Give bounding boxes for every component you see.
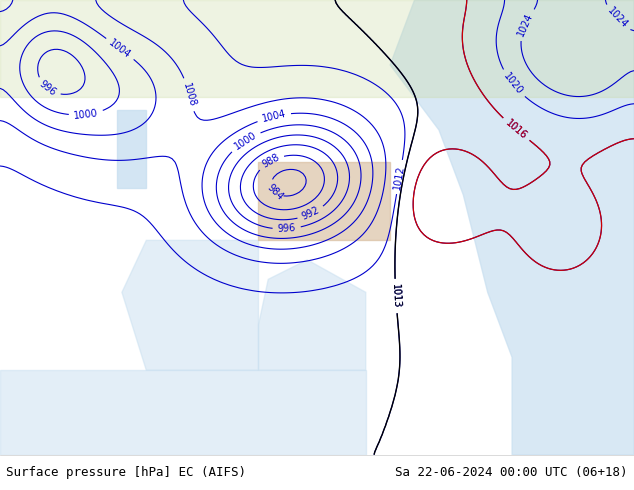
Text: 1016: 1016 bbox=[503, 118, 529, 141]
Polygon shape bbox=[259, 260, 366, 370]
Polygon shape bbox=[117, 110, 146, 188]
Polygon shape bbox=[259, 162, 390, 241]
Text: 996: 996 bbox=[37, 79, 58, 98]
Text: 1013: 1013 bbox=[390, 284, 401, 309]
Text: 1004: 1004 bbox=[107, 37, 133, 60]
Text: Sa 22-06-2024 00:00 UTC (06+18): Sa 22-06-2024 00:00 UTC (06+18) bbox=[395, 466, 628, 479]
Text: Surface pressure [hPa] EC (AIFS): Surface pressure [hPa] EC (AIFS) bbox=[6, 466, 247, 479]
Text: 1000: 1000 bbox=[74, 108, 99, 121]
Text: 1004: 1004 bbox=[261, 109, 287, 124]
Polygon shape bbox=[390, 0, 634, 455]
Text: 1000: 1000 bbox=[232, 130, 258, 152]
Polygon shape bbox=[122, 241, 259, 370]
Text: 1013: 1013 bbox=[390, 284, 401, 309]
Text: 988: 988 bbox=[261, 152, 281, 170]
Text: 992: 992 bbox=[301, 205, 321, 222]
Text: 1008: 1008 bbox=[181, 81, 198, 108]
Text: 1012: 1012 bbox=[392, 164, 406, 190]
Text: 1024: 1024 bbox=[516, 11, 535, 38]
Text: 984: 984 bbox=[265, 182, 285, 202]
Text: 1020: 1020 bbox=[501, 71, 524, 97]
Text: 1024: 1024 bbox=[605, 6, 630, 31]
Polygon shape bbox=[0, 0, 634, 98]
Text: 996: 996 bbox=[277, 223, 296, 234]
Text: 1016: 1016 bbox=[503, 118, 529, 141]
Polygon shape bbox=[0, 370, 366, 455]
